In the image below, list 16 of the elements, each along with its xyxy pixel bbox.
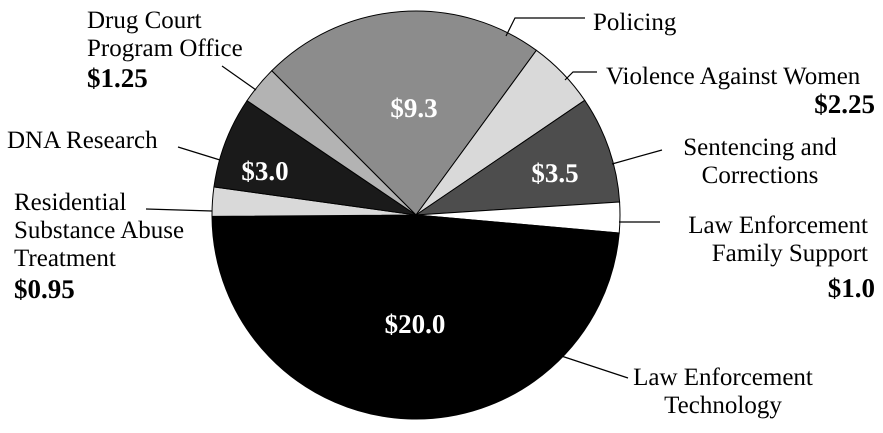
- data-label: $1.25: [87, 63, 148, 93]
- data-label: $20.0: [384, 309, 446, 339]
- data-label: $3.0: [241, 156, 289, 186]
- slice-label: Law Enforcement Family Support: [688, 212, 868, 267]
- slice-label: Policing: [593, 9, 677, 36]
- slice-label: Sentencing and Corrections: [683, 134, 838, 189]
- slice-label: Drug Court Program Office: [87, 7, 243, 62]
- data-label: $0.95: [14, 274, 75, 304]
- data-label: $1.0: [828, 273, 875, 303]
- data-label: $9.3: [390, 93, 438, 123]
- slice-label: DNA Research: [7, 127, 158, 154]
- slice-label: Residential Substance Abuse Treatment: [14, 189, 184, 272]
- slice-label: Law Enforcement Technology: [633, 364, 813, 419]
- slice-label: Violence Against Women: [606, 63, 861, 90]
- data-label: $2.25: [814, 89, 875, 119]
- data-label: $3.5: [531, 158, 579, 188]
